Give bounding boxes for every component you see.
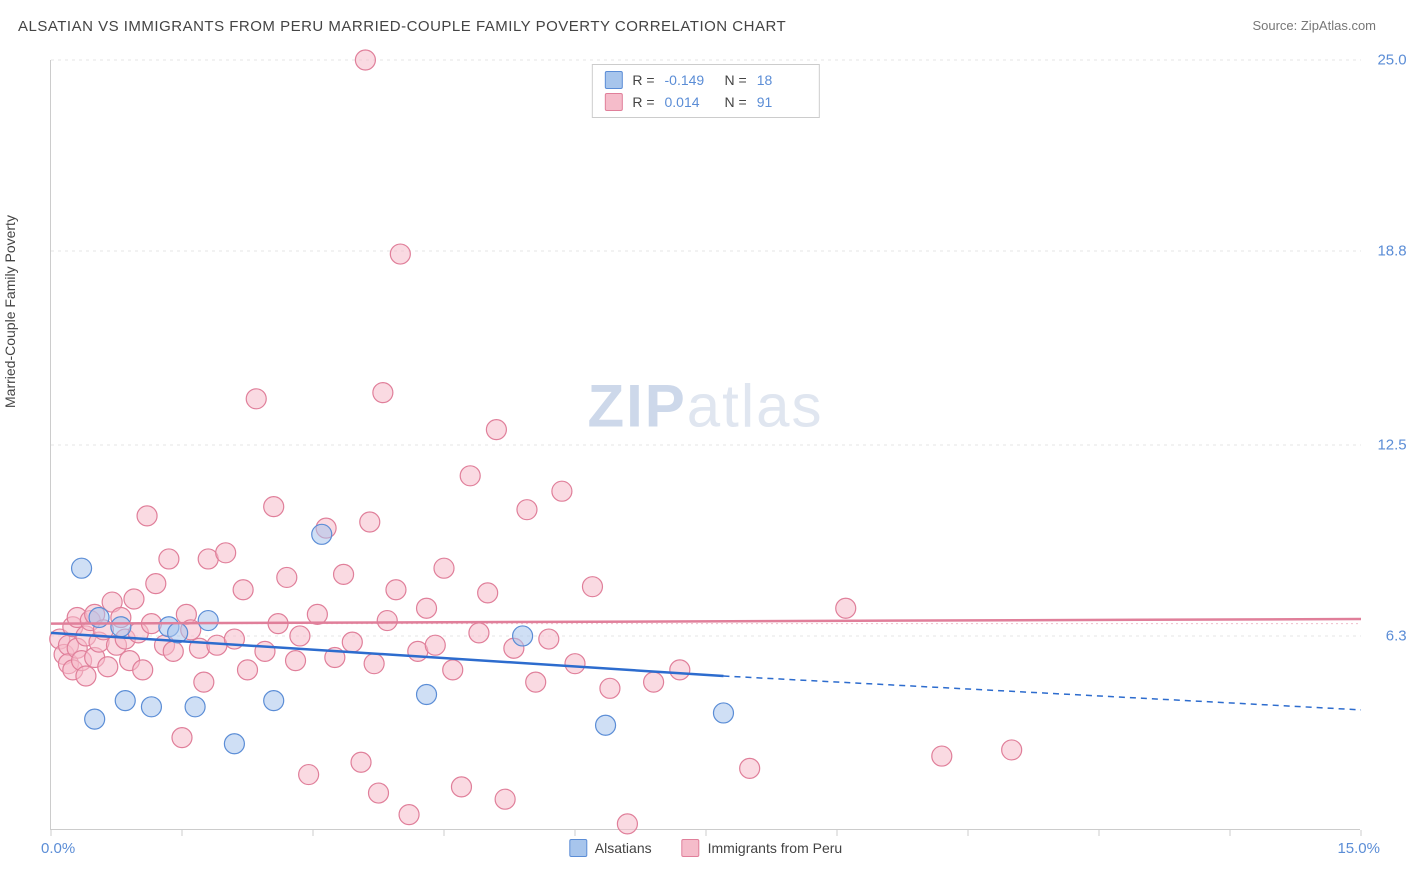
chart-title: ALSATIAN VS IMMIGRANTS FROM PERU MARRIED… [18,18,786,35]
y-tick-label: 6.3% [1386,627,1406,644]
correlation-row-alsatians: R =-0.149 N =18 [604,69,806,91]
swatch-peru-icon [682,839,700,857]
y-tick-label: 25.0% [1377,52,1406,69]
chart-svg [51,60,1361,830]
source-label: Source: ZipAtlas.com [1252,18,1376,33]
series-legend: Alsatians Immigrants from Peru [569,839,842,857]
swatch-peru [604,93,622,111]
legend-item-peru: Immigrants from Peru [682,839,843,857]
correlation-row-peru: R =0.014 N =91 [604,91,806,113]
legend-label-alsatians: Alsatians [595,840,652,856]
x-tick-max: 15.0% [1337,840,1380,857]
y-axis-label: Married-Couple Family Poverty [2,215,18,408]
y-tick-label: 18.8% [1377,242,1406,259]
plot-region: ZIPatlas R =-0.149 N =18 R =0.014 N =91 … [50,60,1360,830]
legend-label-peru: Immigrants from Peru [708,840,843,856]
chart-area: ZIPatlas R =-0.149 N =18 R =0.014 N =91 … [50,60,1360,830]
swatch-alsatians [604,71,622,89]
swatch-alsatians-icon [569,839,587,857]
correlation-legend: R =-0.149 N =18 R =0.014 N =91 [591,64,819,118]
legend-item-alsatians: Alsatians [569,839,652,857]
y-tick-label: 12.5% [1377,437,1406,454]
x-tick-min: 0.0% [41,840,75,857]
